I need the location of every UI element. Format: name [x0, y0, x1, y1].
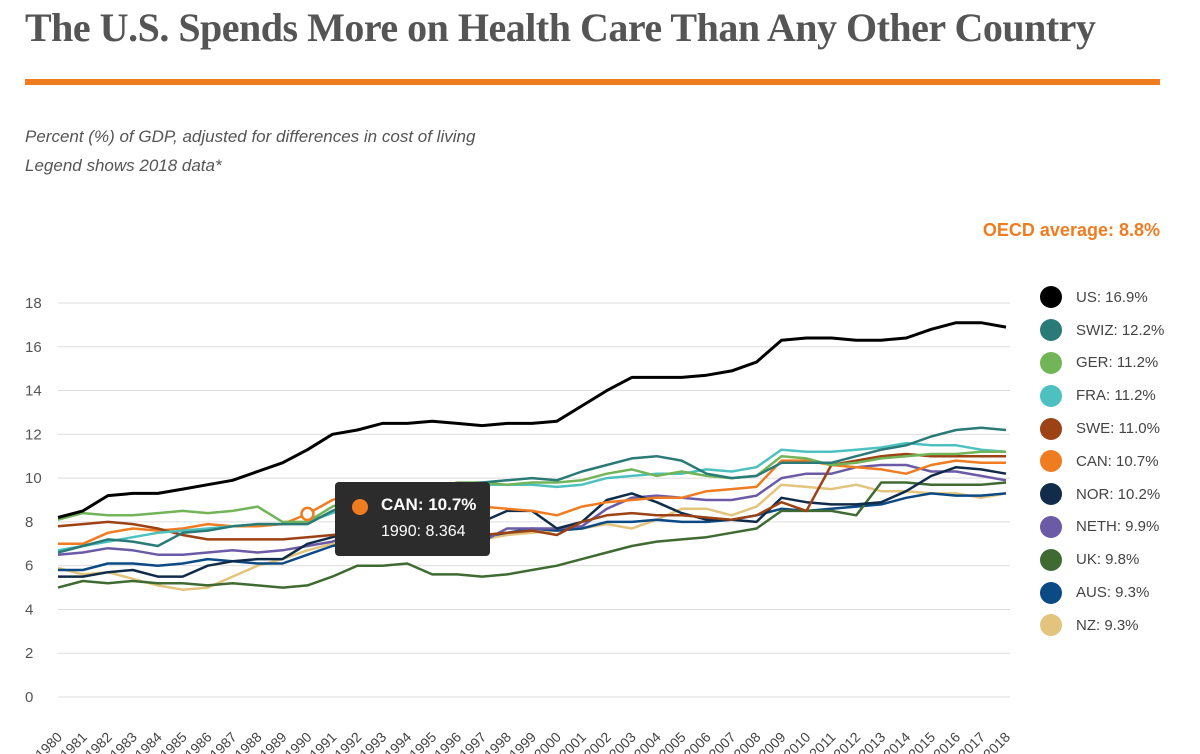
legend-swatch [1040, 581, 1062, 604]
series-line-uk[interactable] [57, 481, 1007, 589]
chart-series-lines [57, 321, 1007, 591]
chart-subtitle-legend-note: Legend shows 2018 data* [25, 156, 222, 175]
legend-item-swiz[interactable]: SWIZ: 12.2% [1040, 314, 1164, 347]
series-line-neth[interactable] [57, 463, 1007, 556]
legend-item-can[interactable]: CAN: 10.7% [1040, 445, 1164, 478]
legend-item-aus[interactable]: AUS: 9.3% [1040, 576, 1164, 609]
y-tick-label: 4 [25, 601, 33, 618]
y-tick-label: 18 [25, 295, 42, 312]
series-line-swiz[interactable] [57, 426, 1007, 554]
series-line-fra[interactable] [57, 441, 1007, 552]
legend-swatch [1040, 351, 1062, 374]
legend-label: UK: 9.8% [1076, 551, 1140, 569]
legend-item-neth[interactable]: NETH: 9.9% [1040, 511, 1164, 544]
legend-label: SWIZ: 12.2% [1076, 321, 1165, 339]
series-line-us[interactable] [57, 321, 1007, 519]
tooltip-series-dot [352, 499, 368, 515]
legend-swatch [1040, 319, 1062, 342]
legend-swatch [1040, 384, 1062, 407]
series-line-swe[interactable] [57, 452, 1006, 541]
legend-label: AUS: 9.3% [1076, 584, 1150, 602]
y-tick-label: 10 [25, 470, 42, 487]
y-tick-label: 6 [25, 558, 33, 575]
tooltip-point-value: 1990: 8.364 [381, 523, 466, 540]
series-line-ger[interactable] [57, 450, 1006, 524]
y-tick-label: 14 [25, 383, 42, 400]
legend-swatch [1040, 483, 1062, 506]
legend-label: FRA: 11.2% [1076, 387, 1156, 405]
legend-item-uk[interactable]: UK: 9.8% [1040, 543, 1164, 576]
legend-label: CAN: 10.7% [1076, 452, 1159, 470]
y-tick-label: 0 [25, 689, 33, 706]
y-axis-ticks: 0 2 4 6 8 10 12 14 16 18 [25, 295, 42, 706]
x-axis-ticks: 1980198119821983198419851986198719881989… [32, 729, 1013, 754]
legend-item-swe[interactable]: SWE: 11.0% [1040, 412, 1164, 445]
legend-swatch [1040, 417, 1062, 440]
title-rule [25, 79, 1160, 85]
hover-tooltip: CAN: 10.7% 1990: 8.364 [335, 482, 490, 556]
highlight-marker-group [300, 506, 315, 522]
y-tick-label: 16 [25, 339, 42, 356]
legend-swatch [1040, 286, 1062, 309]
legend-label: NZ: 9.3% [1076, 616, 1139, 634]
legend-label: NETH: 9.9% [1076, 518, 1160, 536]
legend-item-nor[interactable]: NOR: 10.2% [1040, 478, 1164, 511]
legend-swatch [1040, 548, 1062, 571]
legend-item-fra[interactable]: FRA: 11.2% [1040, 379, 1164, 412]
highlight-point-marker[interactable] [300, 506, 315, 522]
legend-swatch [1040, 515, 1062, 538]
legend-item-us[interactable]: US: 16.9% [1040, 281, 1164, 314]
chart-legend: US: 16.9% SWIZ: 12.2% GER: 11.2% FRA: 11.2%… [1040, 281, 1164, 642]
legend-swatch [1040, 614, 1062, 637]
y-tick-label: 8 [25, 514, 33, 531]
legend-label: SWE: 11.0% [1076, 420, 1160, 438]
y-tick-label: 2 [25, 645, 33, 662]
legend-item-nz[interactable]: NZ: 9.3% [1040, 609, 1164, 642]
series-line-can[interactable] [58, 459, 1006, 546]
y-tick-label: 12 [25, 426, 42, 443]
legend-label: NOR: 10.2% [1076, 485, 1161, 503]
legend-item-ger[interactable]: GER: 11.2% [1040, 347, 1164, 380]
oecd-average-label: OECD average: 8.8% [982, 220, 1160, 240]
legend-swatch [1040, 450, 1062, 473]
legend-label: US: 16.9% [1076, 288, 1148, 306]
tooltip-series-name: CAN: 10.7% [381, 495, 477, 514]
chart-subtitle: Percent (%) of GDP, adjusted for differe… [25, 127, 476, 146]
legend-label: GER: 11.2% [1076, 354, 1159, 372]
chart-title: The U.S. Spends More on Health Care Than… [25, 5, 1096, 50]
